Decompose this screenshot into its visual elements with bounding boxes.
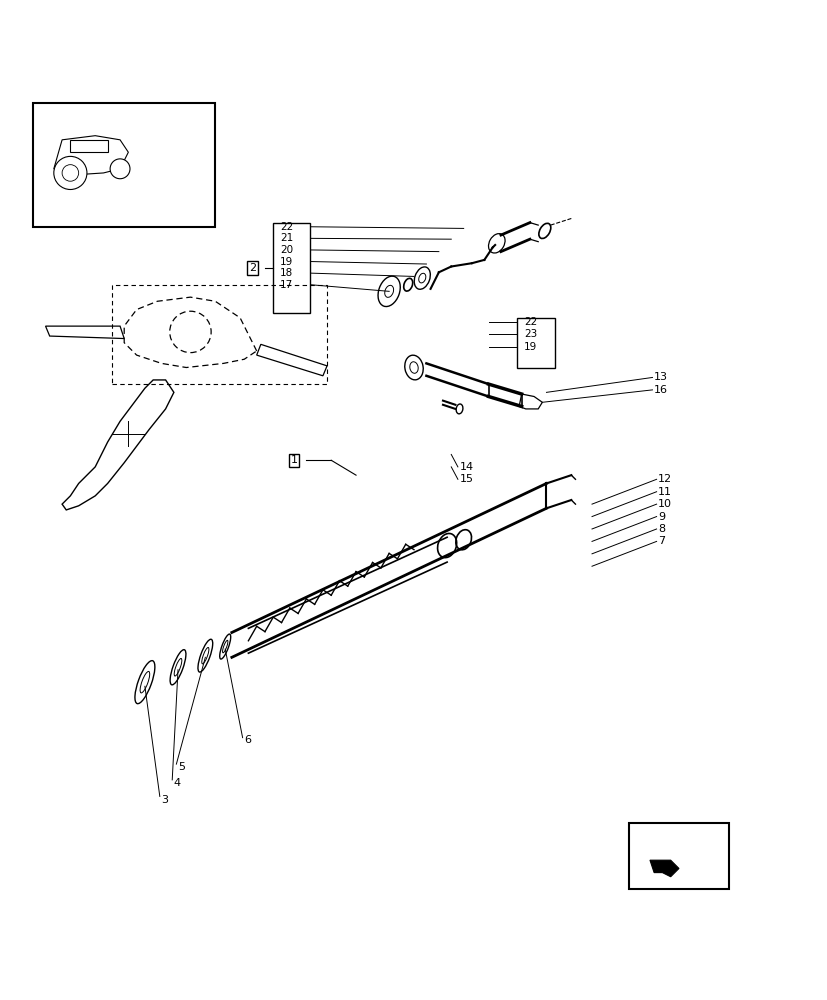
Polygon shape	[256, 344, 327, 376]
Ellipse shape	[198, 639, 213, 672]
Ellipse shape	[135, 661, 155, 704]
Text: 23: 23	[523, 329, 537, 339]
Text: 20: 20	[280, 245, 293, 255]
Circle shape	[62, 165, 79, 181]
Text: 10: 10	[657, 499, 672, 509]
Polygon shape	[70, 140, 108, 152]
Text: 11: 11	[657, 487, 672, 497]
Ellipse shape	[488, 234, 504, 253]
Circle shape	[54, 156, 87, 190]
Text: 12: 12	[657, 474, 672, 484]
Text: 5: 5	[178, 762, 184, 772]
Polygon shape	[124, 297, 256, 368]
Text: 8: 8	[657, 524, 665, 534]
Text: 16: 16	[653, 385, 667, 395]
Ellipse shape	[414, 267, 430, 289]
Bar	[517, 318, 554, 368]
Bar	[629, 823, 728, 889]
Text: 6: 6	[244, 735, 251, 745]
Ellipse shape	[170, 650, 186, 685]
Polygon shape	[62, 380, 174, 510]
Circle shape	[110, 159, 130, 179]
Text: 21: 21	[280, 233, 293, 243]
Polygon shape	[54, 136, 128, 175]
Text: 3: 3	[161, 795, 168, 805]
Text: 7: 7	[657, 536, 665, 546]
Text: 13: 13	[653, 372, 667, 382]
Text: 22: 22	[280, 222, 293, 232]
Ellipse shape	[202, 647, 208, 664]
Text: 22: 22	[523, 317, 537, 327]
Polygon shape	[649, 860, 678, 877]
Ellipse shape	[418, 273, 425, 283]
Ellipse shape	[409, 362, 418, 373]
Ellipse shape	[219, 634, 231, 659]
Text: 19: 19	[523, 342, 537, 352]
Polygon shape	[519, 394, 542, 409]
Ellipse shape	[174, 658, 182, 676]
Ellipse shape	[222, 640, 227, 653]
Text: 15: 15	[459, 474, 473, 484]
Ellipse shape	[404, 355, 423, 380]
Bar	[273, 223, 310, 313]
Text: 14: 14	[459, 462, 473, 472]
Polygon shape	[45, 326, 124, 339]
Ellipse shape	[456, 404, 462, 414]
Bar	[33, 103, 215, 227]
Text: 17: 17	[280, 280, 293, 290]
Text: 9: 9	[657, 512, 665, 522]
Bar	[112, 285, 327, 384]
Text: 18: 18	[280, 268, 293, 278]
Ellipse shape	[378, 276, 399, 307]
Text: 19: 19	[280, 257, 293, 267]
Text: 4: 4	[174, 778, 181, 788]
Text: 2: 2	[249, 263, 256, 273]
Ellipse shape	[385, 285, 393, 297]
Circle shape	[170, 311, 211, 353]
Ellipse shape	[140, 671, 150, 693]
Text: 1: 1	[290, 455, 297, 465]
